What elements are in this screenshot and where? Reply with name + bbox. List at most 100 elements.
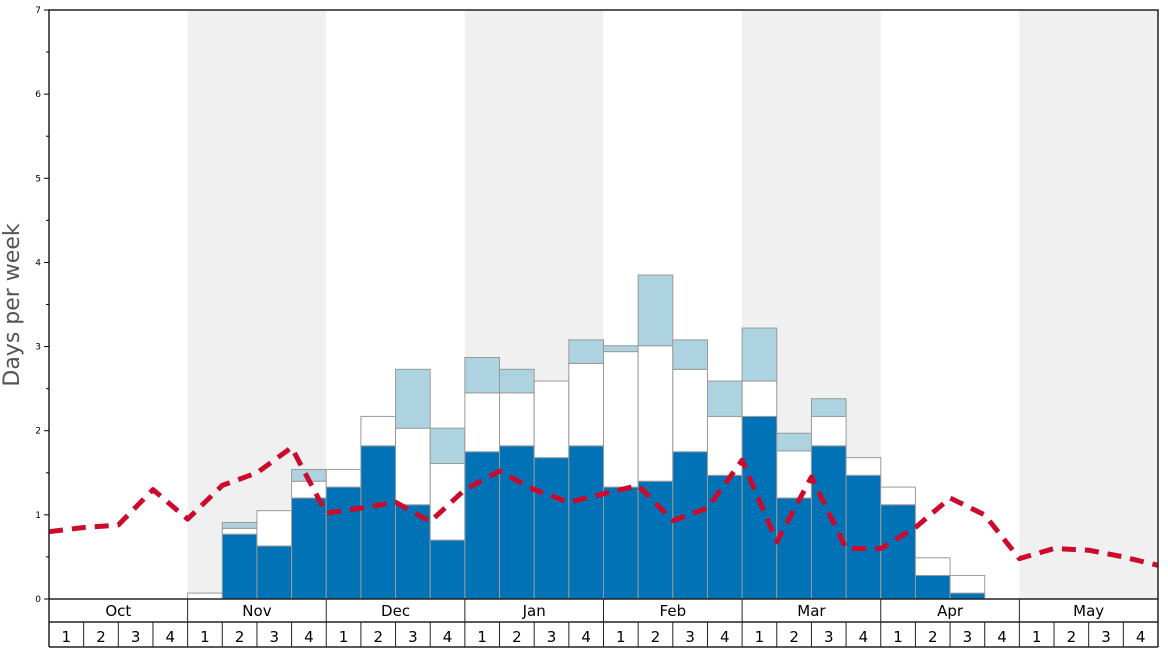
bar-segment: [533, 380, 570, 459]
month-label: Nov: [242, 602, 271, 620]
week-label: 1: [1032, 628, 1042, 646]
week-label: 3: [408, 628, 418, 646]
bar-segment: [706, 474, 743, 600]
bar-segment: [603, 345, 639, 353]
week-label: 3: [685, 628, 695, 646]
week-label: 4: [997, 628, 1007, 646]
bar-segment: [221, 521, 258, 529]
bar-segment: [464, 357, 501, 394]
bar-segment: [914, 557, 951, 576]
bar-segment: [429, 463, 466, 541]
week-label: 1: [200, 628, 210, 646]
bar-segment: [360, 415, 397, 447]
bar-segment: [429, 539, 466, 600]
week-label: 1: [62, 628, 72, 646]
bar-segment: [672, 451, 708, 600]
week-label: 2: [1067, 628, 1077, 646]
bar-segment: [672, 339, 708, 370]
month-label: Apr: [937, 602, 964, 620]
bar-segment: [360, 445, 397, 600]
week-label: 4: [166, 628, 176, 646]
month-shading: [187, 10, 1158, 599]
week-label: 3: [547, 628, 557, 646]
week-label: 1: [755, 628, 765, 646]
month-label: Dec: [381, 602, 410, 620]
bar-segment: [810, 415, 847, 447]
month-label: May: [1073, 602, 1104, 620]
y-tick-label: 4: [35, 258, 41, 268]
week-label: 4: [720, 628, 730, 646]
bar-segment: [637, 345, 674, 482]
week-label: 3: [269, 628, 279, 646]
week-label: 4: [859, 628, 869, 646]
y-axis-title: Days per week: [0, 223, 25, 386]
bar-segment: [325, 468, 362, 488]
week-label: 3: [963, 628, 973, 646]
y-tick-label: 7: [35, 6, 41, 16]
week-label: 2: [512, 628, 522, 646]
bar-segment: [568, 362, 604, 447]
bar-segment: [429, 427, 466, 465]
y-tick-label: 6: [35, 90, 41, 100]
bar-segment: [845, 474, 882, 600]
y-tick-label: 1: [35, 511, 41, 521]
axes: 0 1 2 3 4 5 6 7 Oct 1 2 3 4 Nov 1 2 3 4 Dec 1 2 3 4 Jan 1 2 3 4 Feb 1…: [35, 6, 1159, 648]
month-label: Feb: [660, 602, 687, 620]
week-label: 3: [1101, 628, 1111, 646]
bar-segment: [499, 445, 535, 600]
bar-segment: [706, 380, 743, 417]
bar-segment: [291, 497, 327, 600]
week-label: 3: [824, 628, 834, 646]
bar-segment: [256, 545, 293, 600]
bar-segment: [464, 392, 501, 453]
month-shade: [1019, 10, 1158, 599]
month-label: Oct: [105, 602, 131, 620]
week-label: 2: [96, 628, 106, 646]
bar-segment: [949, 574, 986, 594]
bar-segment: [499, 392, 535, 447]
bar-segment: [603, 351, 639, 488]
y-tick-label: 2: [35, 427, 41, 437]
bar-segment: [810, 398, 847, 417]
bar-segment: [325, 486, 362, 600]
week-label: 4: [1136, 628, 1146, 646]
bar-segment: [880, 486, 916, 506]
trend-line: [48, 445, 1159, 568]
bar-segment: [221, 533, 258, 600]
bar-segment: [187, 592, 223, 600]
bar-segment: [914, 574, 951, 600]
week-label: 1: [893, 628, 903, 646]
bar-segment: [395, 368, 431, 429]
bar-segment: [949, 592, 986, 600]
week-label: 2: [235, 628, 245, 646]
week-label: 2: [373, 628, 383, 646]
bar-segment: [568, 339, 604, 364]
bar-segment: [533, 457, 570, 600]
bar-segment: [499, 368, 535, 394]
week-label: 4: [304, 628, 314, 646]
y-tick-label: 3: [35, 343, 41, 353]
month-label: Mar: [797, 602, 826, 620]
y-tick-label: 5: [35, 174, 41, 184]
bar-segment: [221, 527, 258, 535]
bars: [187, 274, 986, 600]
bar-segment: [880, 504, 916, 600]
bar-segment: [741, 327, 778, 382]
week-label: 4: [581, 628, 591, 646]
bar-segment: [776, 432, 812, 452]
bar-segment: [637, 480, 674, 600]
week-label: 2: [928, 628, 938, 646]
bar-segment: [603, 486, 639, 600]
bar-segment: [672, 368, 708, 453]
week-label: 1: [339, 628, 349, 646]
bar-segment: [706, 415, 743, 476]
y-tick-label: 0: [35, 595, 41, 605]
bar-segment: [741, 415, 778, 600]
month-label: Jan: [522, 602, 546, 620]
bar-segment: [845, 457, 882, 476]
bar-segment: [810, 445, 847, 600]
bar-segment: [256, 510, 293, 547]
week-label: 1: [616, 628, 626, 646]
week-label: 1: [477, 628, 487, 646]
trend-line-layer: [48, 445, 1159, 568]
